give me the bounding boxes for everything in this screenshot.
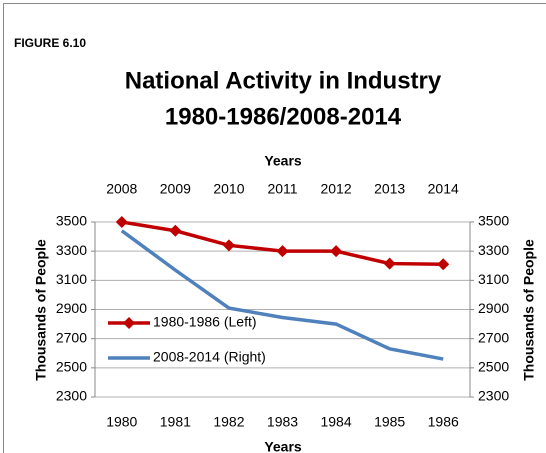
- series-line: [120, 229, 444, 361]
- chart-title: 1980-1986/2008-2014: [165, 103, 402, 130]
- x-tick-label: 1982: [213, 414, 244, 430]
- figure-label: FIGURE 6.10: [14, 36, 86, 50]
- x-tick-label: 1983: [267, 414, 298, 430]
- y2-tick-label: 2300: [478, 388, 509, 404]
- y2-tick-label: 2500: [478, 359, 509, 375]
- x-tick-label: 1981: [160, 414, 191, 430]
- y2-tick-label: 3100: [478, 271, 509, 287]
- x2-tick-label: 2012: [320, 181, 351, 197]
- x-axis-title: Years: [264, 439, 302, 453]
- y-tick-label: 2700: [56, 329, 87, 345]
- series-line: [121, 220, 444, 267]
- x2-tick-label: 2014: [428, 181, 459, 197]
- x2-tick-label: 2008: [106, 181, 137, 197]
- x2-tick-label: 2009: [160, 181, 191, 197]
- y-axis-title: Thousands of People: [33, 239, 49, 381]
- y-tick-label: 3300: [56, 242, 87, 258]
- y2-tick-label: 3500: [478, 213, 509, 229]
- marker: [222, 239, 235, 252]
- marker: [437, 258, 450, 271]
- marker: [330, 245, 343, 258]
- y-tick-label: 2300: [56, 388, 87, 404]
- x-tick-label: 1986: [428, 414, 459, 430]
- x-tick-label: 1980: [106, 414, 137, 430]
- legend-label: 1980-1986 (Left): [153, 314, 257, 330]
- marker: [169, 224, 182, 237]
- y-tick-label: 2900: [56, 300, 87, 316]
- legend-label: 2008-2014 (Right): [153, 349, 266, 365]
- frame: [3, 3, 546, 453]
- y2-axis-title: Thousands of People: [521, 239, 537, 381]
- x-tick-label: 1985: [374, 414, 405, 430]
- x2-tick-label: 2013: [374, 181, 405, 197]
- marker: [276, 245, 289, 258]
- y-tick-label: 2500: [56, 359, 87, 375]
- y-tick-label: 3500: [56, 213, 87, 229]
- x2-tick-label: 2010: [213, 181, 244, 197]
- y2-tick-label: 2900: [478, 300, 509, 316]
- legend-marker: [123, 317, 135, 329]
- marker: [383, 257, 396, 270]
- y2-tick-label: 3300: [478, 242, 509, 258]
- x2-axis-title: Years: [264, 153, 302, 169]
- y-tick-label: 3100: [56, 271, 87, 287]
- y2-tick-label: 2700: [478, 329, 509, 345]
- chart-title: National Activity in Industry: [125, 67, 442, 94]
- marker: [115, 216, 128, 228]
- x-tick-label: 1984: [320, 414, 351, 430]
- x2-tick-label: 2011: [267, 181, 297, 197]
